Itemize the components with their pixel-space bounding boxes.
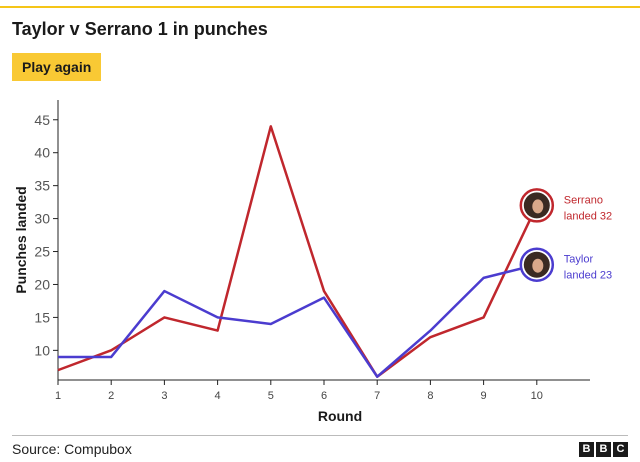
bbc-logo: B B C bbox=[579, 442, 628, 457]
chart-title: Taylor v Serrano 1 in punches bbox=[12, 19, 268, 39]
x-tick-label: 4 bbox=[215, 390, 221, 402]
y-tick-label: 40 bbox=[34, 145, 50, 161]
source-note: Source: Compubox bbox=[12, 441, 132, 457]
avatar-face-taylor bbox=[532, 258, 544, 273]
footer-divider bbox=[12, 435, 628, 436]
annotation-value-serrano: landed 32 bbox=[564, 210, 612, 222]
annotation-value-taylor: landed 23 bbox=[564, 270, 612, 282]
logo-letter: B bbox=[596, 442, 611, 457]
y-tick-label: 35 bbox=[34, 178, 50, 194]
avatar-face-serrano bbox=[532, 199, 544, 214]
top-accent-rule bbox=[0, 6, 640, 8]
annotation-name-taylor: Taylor bbox=[564, 254, 594, 266]
y-tick-label: 20 bbox=[34, 276, 50, 292]
play-again-button[interactable]: Play again bbox=[12, 53, 102, 81]
y-tick-label: 25 bbox=[34, 244, 50, 260]
x-tick-label: 3 bbox=[161, 390, 167, 402]
series-line-taylor bbox=[58, 263, 538, 378]
y-tick-label: 30 bbox=[34, 211, 50, 227]
y-tick-label: 15 bbox=[34, 309, 50, 325]
y-tick-label: 45 bbox=[34, 112, 50, 128]
x-tick-label: 2 bbox=[108, 390, 114, 402]
x-axis-label: Round bbox=[318, 408, 362, 424]
x-tick-label: 9 bbox=[481, 390, 487, 402]
x-tick-label: 5 bbox=[268, 390, 274, 402]
series-line-serrano bbox=[57, 125, 538, 378]
annotation-name-serrano: Serrano bbox=[564, 194, 603, 206]
x-tick-label: 7 bbox=[374, 390, 380, 402]
x-tick-label: 6 bbox=[321, 390, 327, 402]
y-tick-label: 10 bbox=[34, 342, 50, 358]
logo-letter: B bbox=[579, 442, 594, 457]
logo-letter: C bbox=[613, 442, 628, 457]
x-tick-label: 1 bbox=[55, 390, 61, 402]
y-axis-label: Punches landed bbox=[13, 186, 29, 293]
x-tick-label: 8 bbox=[427, 390, 433, 402]
x-tick-label: 10 bbox=[531, 390, 543, 402]
